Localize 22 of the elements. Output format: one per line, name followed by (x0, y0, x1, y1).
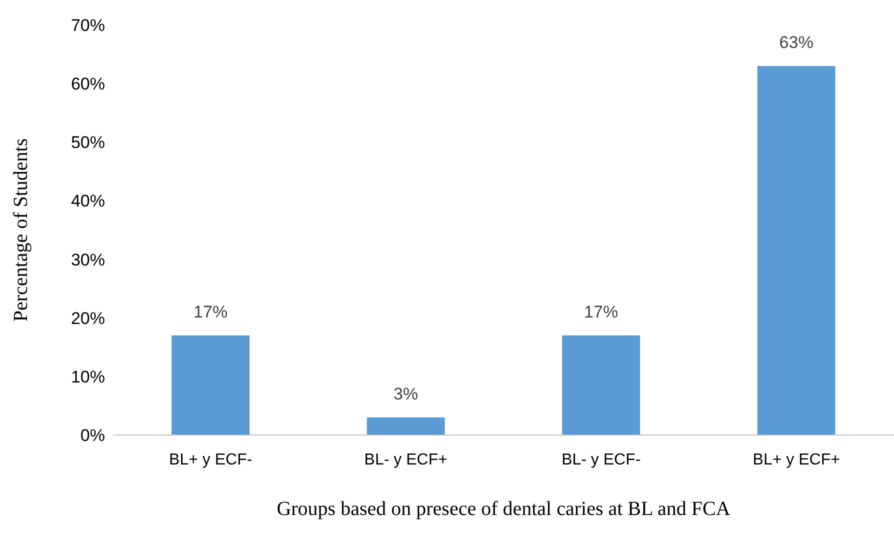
y-tick-label: 50% (70, 133, 105, 152)
data-label: 17% (584, 302, 618, 322)
y-tick-label: 60% (70, 74, 105, 94)
bar (366, 417, 445, 435)
bar (757, 66, 836, 435)
x-tick-label: BL+ y ECF+ (752, 451, 840, 468)
data-label: 17% (194, 302, 228, 322)
x-tick-label: BL- y ECF- (562, 451, 641, 468)
bar (172, 335, 250, 435)
y-tick-label: 0% (80, 426, 105, 446)
x-tick-label: BL- y ECF+ (364, 451, 448, 468)
y-tick-label: 40% (70, 192, 105, 211)
y-tick-label: 20% (70, 308, 105, 328)
x-axis-title: Groups based on presece of dental caries at BL and FCA (276, 498, 731, 520)
data-label: 3% (394, 384, 418, 404)
x-tick-label: BL+ y ECF- (169, 451, 252, 468)
y-tick-label: 70% (70, 16, 105, 36)
y-tick-label: 10% (70, 367, 105, 386)
y-axis-title: Percentage of Students (10, 138, 32, 322)
y-tick-label: 30% (70, 250, 105, 270)
data-label: 63% (779, 33, 814, 52)
bar (562, 335, 640, 435)
